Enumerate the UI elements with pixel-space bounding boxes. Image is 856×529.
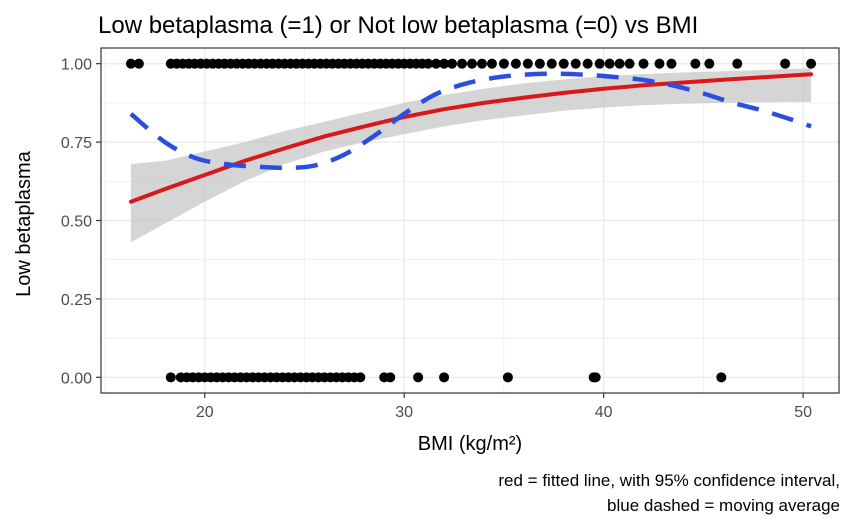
point-low-1 [570, 58, 581, 69]
point-low-1 [133, 58, 144, 69]
caption-line-2: blue dashed = moving average [607, 496, 840, 515]
point-low-1 [439, 58, 450, 69]
point-low-1 [666, 58, 677, 69]
point-low-0 [439, 372, 450, 383]
y-tick-label: 1.00 [61, 57, 92, 74]
point-low-1 [457, 58, 468, 69]
point-low-1 [476, 58, 487, 69]
y-axis: 0.00 0.25 0.50 0.75 1.00 [61, 57, 101, 387]
point-low-1 [510, 58, 521, 69]
point-low-0 [165, 372, 176, 383]
point-low-1 [614, 58, 625, 69]
point-low-1 [638, 58, 649, 69]
y-tick-label: 0.75 [61, 135, 92, 152]
moving-average-group [129, 71, 812, 171]
point-low-1 [447, 58, 458, 69]
x-tick-label: 50 [794, 404, 812, 421]
point-low-0 [590, 372, 601, 383]
point-low-1 [423, 58, 434, 69]
y-tick-label: 0.00 [61, 370, 92, 387]
point-low-0 [502, 372, 513, 383]
point-low-1 [498, 58, 509, 69]
point-low-1 [558, 58, 569, 69]
point-low-0 [355, 372, 366, 383]
caption-line-1: red = fitted line, with 95% confidence i… [498, 471, 840, 490]
point-low-1 [604, 58, 615, 69]
point-low-1 [534, 58, 545, 69]
point-low-1 [466, 58, 477, 69]
point-low-1 [522, 58, 533, 69]
point-low-1 [486, 58, 497, 69]
point-low-1 [690, 58, 701, 69]
point-low-1 [546, 58, 557, 69]
point-low-1 [732, 58, 743, 69]
point-low-1 [806, 58, 817, 69]
point-low-1 [704, 58, 715, 69]
data-points [125, 58, 817, 383]
point-low-1 [582, 58, 593, 69]
moving-average-line [129, 71, 812, 171]
point-low-0 [413, 372, 424, 383]
point-low-0 [716, 372, 727, 383]
x-tick-label: 40 [595, 404, 613, 421]
point-low-0 [385, 372, 396, 383]
point-low-1 [125, 58, 136, 69]
point-low-1 [431, 58, 442, 69]
x-tick-label: 30 [395, 404, 413, 421]
y-tick-label: 0.25 [61, 292, 92, 309]
point-low-1 [654, 58, 665, 69]
point-low-1 [780, 58, 791, 69]
x-axis: 20 30 40 50 [196, 393, 812, 421]
x-axis-title: BMI (kg/m²) [418, 433, 522, 455]
point-low-1 [624, 58, 635, 69]
y-axis-title: Low betaplasma [13, 150, 35, 297]
point-low-1 [594, 58, 605, 69]
chart-title: Low betaplasma (=1) or Not low betaplasm… [98, 12, 698, 39]
x-tick-label: 20 [196, 404, 214, 421]
y-tick-label: 0.50 [61, 214, 92, 231]
